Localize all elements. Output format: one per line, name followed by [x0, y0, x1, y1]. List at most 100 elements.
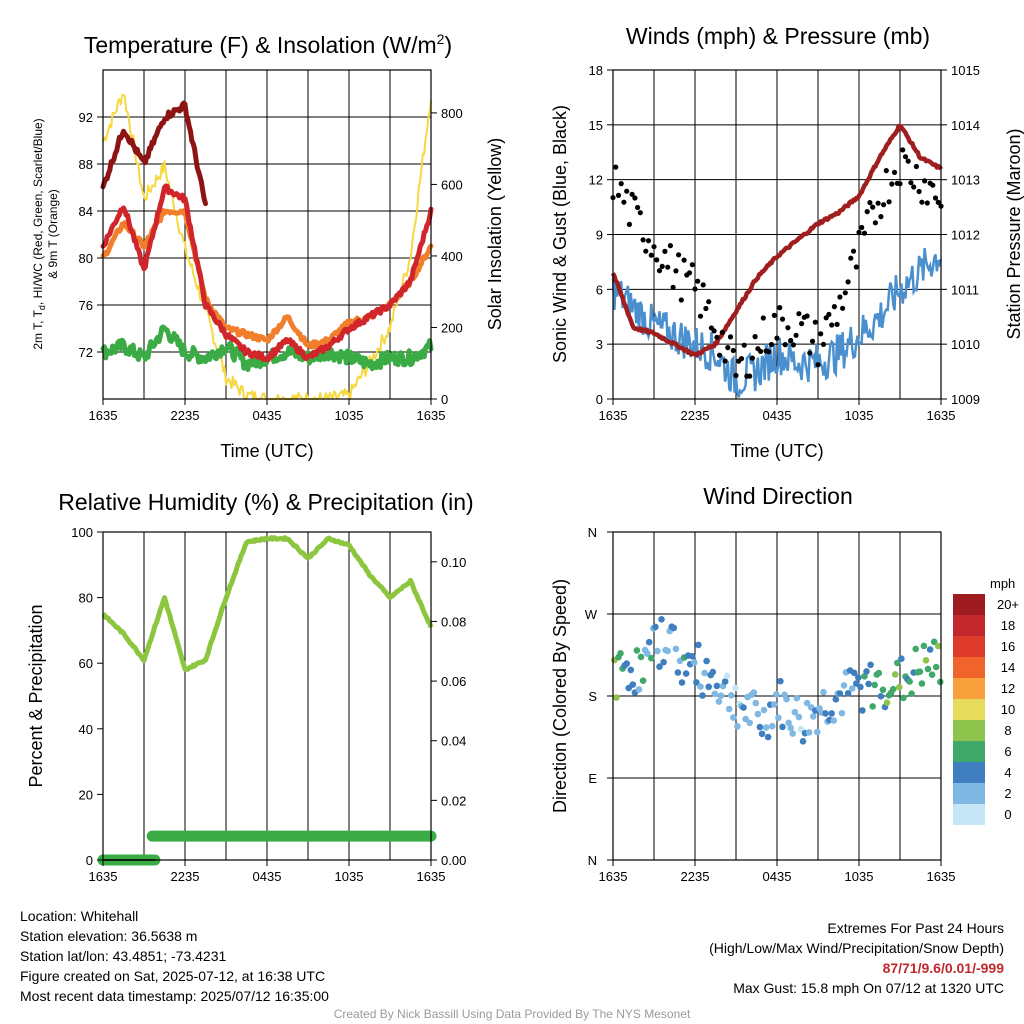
gust-point: [861, 230, 868, 236]
gust-point: [624, 188, 630, 194]
humidity-panel-title: Relative Humidity (%) & Precipitation (i…: [58, 489, 473, 515]
gust-point: [659, 263, 665, 269]
legend-swatch: [953, 720, 985, 741]
direction-point: [629, 681, 637, 688]
direction-point: [703, 657, 710, 665]
direction-point: [799, 738, 807, 745]
direction-point: [682, 670, 690, 677]
gust-point: [883, 168, 889, 174]
direction-point: [627, 666, 635, 674]
direction-point: [721, 678, 729, 685]
insolation-y2-tick-label: 0: [441, 392, 448, 407]
direction-point: [699, 692, 706, 699]
gust-point: [878, 214, 884, 220]
gust-point: [676, 252, 682, 258]
gust-point: [840, 305, 846, 311]
precip-y2-tick-label: 0.02: [441, 793, 466, 808]
wind-panel: Winds (mph) & Pressure (mb) 1635 2235 0435…: [550, 23, 1024, 461]
direction-point: [695, 641, 702, 649]
gust-point: [793, 332, 799, 338]
direction-point: [787, 724, 794, 732]
direction-point: [848, 685, 856, 692]
series-relative-humidity: [101, 535, 434, 672]
gust-point: [626, 221, 633, 227]
gust-point: [908, 180, 914, 186]
gust-point: [618, 181, 624, 187]
direction-point: [715, 698, 723, 705]
gust-point: [768, 341, 775, 348]
gust-point: [848, 255, 854, 261]
legend-label: 20+: [997, 597, 1019, 612]
direction-point: [658, 616, 665, 623]
gust-point: [673, 268, 679, 274]
gust-point: [859, 224, 865, 231]
gust-point: [714, 334, 720, 340]
direction-point: [891, 671, 899, 678]
legend-label: 12: [1001, 681, 1015, 696]
gust-point: [782, 342, 788, 348]
temperature-x-tick-label: 0435: [253, 408, 282, 423]
temperature-y-tick-label: 76: [79, 298, 93, 313]
direction-point: [896, 683, 903, 691]
figure-created: Figure created on Sat, 2025-07-12, at 16…: [20, 968, 326, 984]
direction-point: [648, 654, 655, 662]
gust-point: [722, 358, 728, 364]
gust-point: [621, 199, 627, 205]
legend-label: 14: [1001, 660, 1015, 675]
series-2m-t: [100, 183, 434, 363]
wind-axes: 1635 2235 0435 1035 163503691215181009101010…: [589, 63, 980, 423]
gust-point: [771, 312, 777, 318]
direction-point: [768, 722, 776, 730]
wind-y-tick-label: 15: [589, 118, 603, 133]
gust-point: [738, 356, 745, 362]
gust-point: [872, 220, 879, 226]
speed-colorbar-legend: mph 20+ 18 16 14 12 10 8 6 4 2 0: [953, 576, 1019, 825]
temperature-y-tick-label: 92: [79, 110, 93, 125]
legend-swatch: [953, 762, 985, 783]
legend-label: 6: [1004, 744, 1011, 759]
gust-point: [820, 341, 827, 347]
direction-point: [705, 683, 712, 691]
direction-point: [932, 663, 940, 671]
gust-point: [733, 372, 739, 379]
direction-point: [832, 696, 840, 703]
humidity-panel: Relative Humidity (%) & Precipitation (i…: [26, 489, 474, 884]
direction-point: [922, 657, 930, 664]
direction-point: [820, 688, 827, 696]
humidity-x-tick-label: 1635: [417, 869, 446, 884]
gust-point: [648, 252, 654, 258]
direction-x-tick-label: 1635: [599, 869, 628, 884]
humidity-y-tick-label: 40: [79, 722, 93, 737]
direction-point: [639, 677, 647, 684]
direction-point: [908, 690, 915, 697]
direction-point: [762, 724, 770, 731]
direction-point: [730, 714, 737, 721]
direction-y-tick-label: W: [585, 607, 598, 622]
series-station-pressure: [610, 123, 943, 358]
gust-point: [678, 297, 684, 303]
direction-x-tick-label: 1035: [845, 869, 874, 884]
direction-point: [746, 719, 753, 727]
direction-point: [732, 684, 739, 692]
direction-y-tick-label: E: [588, 771, 597, 786]
legend-label: 0: [1004, 807, 1011, 822]
wind-x-tick-label: 1635: [927, 408, 956, 423]
legend-label: 4: [1004, 765, 1011, 780]
direction-point: [789, 730, 796, 737]
gust-point: [911, 184, 917, 190]
direction-point: [863, 668, 870, 675]
gust-point: [902, 154, 909, 160]
direction-point: [867, 661, 874, 669]
direction-point: [623, 660, 630, 667]
gust-point: [747, 373, 753, 379]
direction-point: [828, 710, 835, 717]
direction-point: [760, 706, 768, 714]
direction-point: [727, 692, 735, 699]
legend-swatch: [953, 699, 985, 720]
direction-point: [691, 659, 698, 666]
pressure-y-axis-label: Station Pressure (Maroon): [1004, 128, 1024, 339]
legend-swatch: [953, 678, 985, 699]
direction-point: [678, 679, 686, 686]
gust-point: [635, 204, 641, 211]
wind-x-tick-label: 1635: [599, 408, 628, 423]
